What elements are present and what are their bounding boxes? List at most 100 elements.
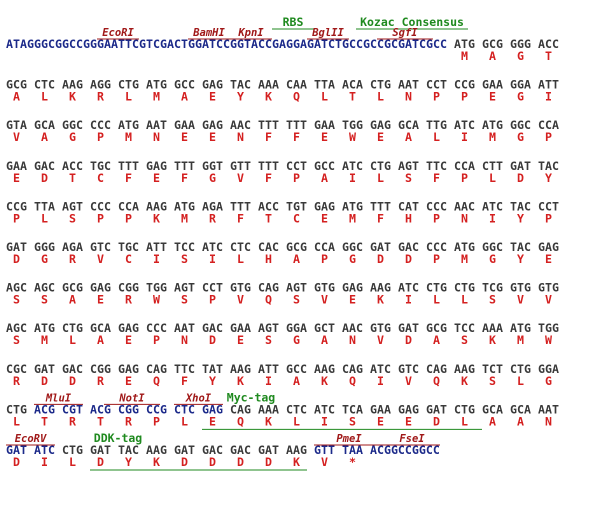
- codon: AAT: [174, 321, 195, 335]
- codon: CTC: [286, 402, 307, 416]
- amino-acid: C: [125, 252, 132, 266]
- amino-acid: G: [349, 252, 356, 266]
- codon: CCT: [538, 199, 559, 213]
- amino-acid: E: [321, 130, 328, 144]
- codon: ATC: [454, 118, 475, 132]
- codon: GAG: [202, 118, 223, 132]
- codon: TAC: [510, 199, 531, 213]
- amino-acid: Q: [265, 293, 272, 307]
- codon: GAA: [230, 321, 251, 335]
- codon: TTG: [426, 118, 447, 132]
- codon: CTG: [62, 321, 83, 335]
- codon: GAC: [202, 321, 223, 335]
- amino-acid: M: [461, 252, 468, 266]
- amino-acid: S: [181, 293, 188, 307]
- codon: TGG: [146, 281, 167, 295]
- codon: GTG: [230, 281, 251, 295]
- amino-acid: P: [433, 90, 440, 104]
- amino-acid: H: [405, 211, 412, 225]
- amino-acid: G: [69, 130, 76, 144]
- amino-acid: K: [69, 90, 76, 104]
- leader-sequence: ATAGGGCGGCCGGGAATTCGTCGACTGGATCCGGTACCGA…: [6, 37, 447, 51]
- codon: AAG: [370, 281, 391, 295]
- enzyme-label: EcoRI: [102, 27, 134, 39]
- amino-acid: K: [377, 293, 384, 307]
- amino-acid: F: [433, 171, 440, 185]
- codon: CTG: [370, 78, 391, 92]
- codon: CCC: [426, 240, 447, 254]
- enzyme-label: FseI: [399, 433, 425, 445]
- amino-acid: K: [293, 455, 300, 469]
- codon: GCG: [6, 78, 27, 92]
- amino-acid: E: [545, 252, 552, 266]
- amino-acid: Y: [237, 90, 244, 104]
- enzyme-label: KpnI: [237, 27, 264, 39]
- amino-acid: A: [293, 252, 300, 266]
- amino-acid: S: [181, 252, 188, 266]
- amino-acid: S: [489, 374, 496, 388]
- codon: ACG: [90, 402, 111, 416]
- codon: GAG: [202, 78, 223, 92]
- amino-acid: A: [321, 171, 328, 185]
- codon: CCA: [454, 159, 475, 173]
- codon: TGT: [286, 199, 307, 213]
- codon: CTG: [62, 443, 83, 457]
- amino-acid: S: [13, 333, 20, 347]
- codon: CTC: [174, 402, 195, 416]
- codon: AGA: [202, 199, 223, 213]
- codon: GAG: [146, 159, 167, 173]
- codon: GAA: [174, 118, 195, 132]
- codon: CTT: [482, 159, 503, 173]
- codon: TCC: [174, 240, 195, 254]
- amino-acid: V: [237, 171, 244, 185]
- codon: TGG: [538, 321, 559, 335]
- amino-acid: P: [433, 252, 440, 266]
- codon: AGA: [62, 240, 83, 254]
- codon: GAA: [370, 402, 391, 416]
- codon: CCA: [118, 199, 139, 213]
- amino-acid: M: [125, 130, 132, 144]
- amino-acid: S: [265, 333, 272, 347]
- codon: AAC: [454, 199, 475, 213]
- codon: GAG: [202, 402, 223, 416]
- amino-acid: A: [97, 333, 104, 347]
- codon: GGA: [286, 321, 307, 335]
- codon: AAT: [538, 402, 559, 416]
- amino-acid: Y: [545, 171, 552, 185]
- amino-acid: I: [489, 211, 496, 225]
- amino-acid: P: [461, 90, 468, 104]
- codon: GGG: [34, 240, 55, 254]
- enzyme-label: BglII: [311, 27, 344, 39]
- amino-acid: V: [321, 455, 328, 469]
- codon: CAC: [258, 240, 279, 254]
- codon: GCA: [34, 118, 55, 132]
- amino-acid: D: [13, 252, 20, 266]
- codon: AGT: [258, 321, 279, 335]
- codon: TGG: [342, 118, 363, 132]
- codon: ATG: [454, 37, 475, 51]
- codon: GTC: [398, 362, 419, 376]
- codon: CCC: [90, 118, 111, 132]
- tag-label: DDK-tag: [94, 431, 143, 445]
- codon: GTC: [90, 240, 111, 254]
- codon: AAG: [230, 362, 251, 376]
- amino-acid: P: [545, 130, 552, 144]
- amino-acid: G: [517, 130, 524, 144]
- codon: TCC: [454, 321, 475, 335]
- amino-acid: D: [517, 171, 524, 185]
- amino-acid: L: [321, 90, 328, 104]
- amino-acid: I: [41, 455, 48, 469]
- codon: ATC: [342, 159, 363, 173]
- codon: ACG: [34, 402, 55, 416]
- codon: CCT: [202, 281, 223, 295]
- codon: TAC: [230, 78, 251, 92]
- amino-acid: E: [209, 130, 216, 144]
- codon: GAT: [174, 443, 195, 457]
- codon: AGT: [286, 281, 307, 295]
- codon: ACC: [258, 199, 279, 213]
- amino-acid: A: [321, 333, 328, 347]
- amino-acid: H: [265, 252, 272, 266]
- amino-acid: A: [517, 414, 524, 428]
- amino-acid: P: [545, 211, 552, 225]
- amino-acid: S: [41, 293, 48, 307]
